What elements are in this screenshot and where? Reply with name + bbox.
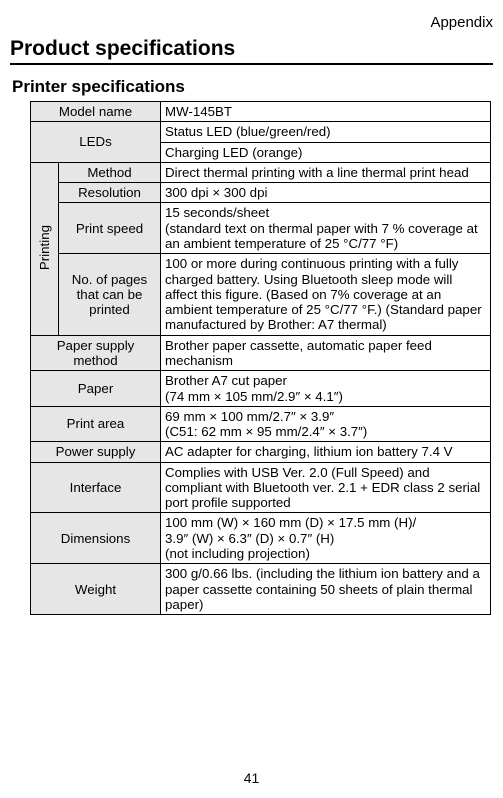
row-label: Power supply <box>31 442 161 462</box>
row-label: Method <box>59 162 161 182</box>
table-row: Print speed 15 seconds/sheet(standard te… <box>31 203 491 254</box>
row-value: Status LED (blue/green/red) <box>161 122 491 142</box>
section-title: Printer specifications <box>12 77 493 97</box>
row-group-label: Printing <box>31 162 59 335</box>
table-row: Power supply AC adapter for charging, li… <box>31 442 491 462</box>
table-row: Paper supply method Brother paper casset… <box>31 335 491 371</box>
row-label: Model name <box>31 102 161 122</box>
row-value: Brother A7 cut paper(74 mm × 105 mm/2.9″… <box>161 371 491 407</box>
row-label: No. of pages that can be printed <box>59 254 161 335</box>
row-label: Print speed <box>59 203 161 254</box>
table-row: No. of pages that can be printed 100 or … <box>31 254 491 335</box>
row-label: Weight <box>31 564 161 615</box>
table-row: Printing Method Direct thermal printing … <box>31 162 491 182</box>
row-label: Paper supply method <box>31 335 161 371</box>
page-title: Product specifications <box>10 37 493 65</box>
row-value: 15 seconds/sheet(standard text on therma… <box>161 203 491 254</box>
table-row: Resolution 300 dpi × 300 dpi <box>31 183 491 203</box>
table-row: Paper Brother A7 cut paper(74 mm × 105 m… <box>31 371 491 407</box>
row-value: 69 mm × 100 mm/2.7″ × 3.9″(C51: 62 mm × … <box>161 406 491 442</box>
table-row: Interface Complies with USB Ver. 2.0 (Fu… <box>31 462 491 513</box>
row-value: 100 or more during continuous printing w… <box>161 254 491 335</box>
row-label: Print area <box>31 406 161 442</box>
table-row: Model name MW-145BT <box>31 102 491 122</box>
row-value: 300 g/0.66 lbs. (including the lithium i… <box>161 564 491 615</box>
row-value: Brother paper cassette, automatic paper … <box>161 335 491 371</box>
row-label: Paper <box>31 371 161 407</box>
row-value: Direct thermal printing with a line ther… <box>161 162 491 182</box>
row-label: LEDs <box>31 122 161 163</box>
row-value: AC adapter for charging, lithium ion bat… <box>161 442 491 462</box>
row-value: 300 dpi × 300 dpi <box>161 183 491 203</box>
table-row: LEDs Status LED (blue/green/red) <box>31 122 491 142</box>
row-value: 100 mm (W) × 160 mm (D) × 17.5 mm (H)/3.… <box>161 513 491 564</box>
row-label: Resolution <box>59 183 161 203</box>
table-row: Dimensions 100 mm (W) × 160 mm (D) × 17.… <box>31 513 491 564</box>
table-row: Print area 69 mm × 100 mm/2.7″ × 3.9″(C5… <box>31 406 491 442</box>
row-label: Interface <box>31 462 161 513</box>
spec-table: Model name MW-145BT LEDs Status LED (blu… <box>30 101 491 615</box>
row-value: Complies with USB Ver. 2.0 (Full Speed) … <box>161 462 491 513</box>
header-label: Appendix <box>10 14 493 31</box>
row-value: MW-145BT <box>161 102 491 122</box>
table-row: Weight 300 g/0.66 lbs. (including the li… <box>31 564 491 615</box>
row-value: Charging LED (orange) <box>161 142 491 162</box>
row-label: Dimensions <box>31 513 161 564</box>
page-number: 41 <box>0 770 503 786</box>
